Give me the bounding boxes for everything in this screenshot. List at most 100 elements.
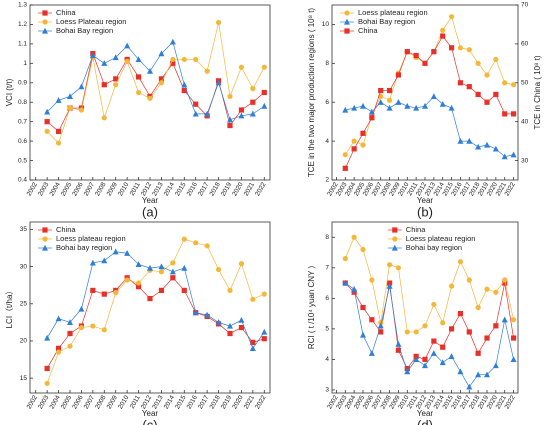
marker xyxy=(413,52,419,59)
marker xyxy=(193,240,199,246)
series-line xyxy=(344,236,514,333)
marker xyxy=(475,60,481,66)
marker xyxy=(431,49,437,55)
marker xyxy=(135,261,142,267)
marker xyxy=(422,60,428,66)
y2-tick-label: 50 xyxy=(521,79,529,86)
legend-label: China xyxy=(56,8,76,17)
marker xyxy=(440,320,446,326)
x-tick-label: 2022 xyxy=(254,181,267,197)
marker xyxy=(227,116,233,123)
series-line xyxy=(46,22,265,144)
series-line xyxy=(46,251,265,350)
marker xyxy=(135,74,142,80)
marker xyxy=(67,105,73,111)
marker xyxy=(422,356,428,363)
series-line xyxy=(46,41,265,121)
marker xyxy=(422,323,428,329)
marker xyxy=(395,347,402,353)
marker xyxy=(351,289,357,295)
legend-label: Loess plateau region xyxy=(406,234,476,243)
marker xyxy=(502,277,508,283)
marker xyxy=(386,282,393,289)
y-axis-label: VCI (t/t) xyxy=(5,78,14,106)
marker xyxy=(67,330,73,337)
marker xyxy=(67,319,73,325)
marker xyxy=(227,330,233,337)
y-tick-label: 4 xyxy=(325,356,329,363)
marker xyxy=(378,87,384,94)
marker xyxy=(395,265,402,271)
marker xyxy=(124,250,131,256)
marker xyxy=(169,38,176,45)
marker xyxy=(484,99,490,105)
marker xyxy=(44,108,51,115)
marker xyxy=(475,91,481,98)
marker xyxy=(475,350,481,356)
marker xyxy=(475,371,482,378)
marker xyxy=(502,280,508,286)
marker xyxy=(351,285,358,292)
marker xyxy=(430,93,437,99)
y-tick-label: 0.4 xyxy=(18,177,27,184)
marker xyxy=(158,76,165,82)
marker xyxy=(55,97,62,103)
marker xyxy=(342,256,348,262)
y-tick-label: 7 xyxy=(325,265,329,272)
marker xyxy=(493,56,499,63)
y-tick-label: 2 xyxy=(325,177,329,184)
legend-marker xyxy=(344,18,350,25)
marker xyxy=(466,383,473,390)
marker xyxy=(404,102,411,109)
marker xyxy=(395,340,402,347)
marker xyxy=(101,327,107,333)
marker xyxy=(395,72,402,78)
marker xyxy=(439,359,446,366)
marker xyxy=(351,138,357,144)
legend-marker xyxy=(392,236,398,242)
legend-label: China xyxy=(56,225,76,234)
marker xyxy=(457,368,464,375)
y-tick-label: 15 xyxy=(20,375,28,382)
marker xyxy=(238,64,245,70)
marker xyxy=(147,264,153,271)
marker xyxy=(378,329,384,335)
marker xyxy=(238,261,245,267)
y-tick-label: 6 xyxy=(325,295,329,302)
marker xyxy=(404,49,410,55)
marker xyxy=(492,362,499,369)
panel-label: (c) xyxy=(142,417,157,425)
series-line xyxy=(345,95,514,158)
marker xyxy=(439,100,446,107)
marker xyxy=(249,110,256,117)
marker xyxy=(261,64,267,70)
marker xyxy=(448,14,455,20)
marker xyxy=(360,304,366,311)
marker xyxy=(181,264,188,271)
marker xyxy=(448,326,455,332)
marker xyxy=(510,82,517,88)
legend-marker xyxy=(42,244,48,251)
y-tick-label: 8 xyxy=(325,60,329,67)
marker xyxy=(502,80,508,86)
marker xyxy=(215,79,222,86)
y2-tick-label: 60 xyxy=(521,41,529,48)
marker xyxy=(457,259,464,265)
marker xyxy=(360,246,366,253)
marker xyxy=(227,93,233,99)
marker xyxy=(181,236,187,242)
marker xyxy=(181,81,188,88)
marker xyxy=(502,111,508,117)
marker xyxy=(510,111,517,117)
marker xyxy=(227,122,233,129)
legend-label: China xyxy=(406,225,426,234)
y-tick-label: 3 xyxy=(325,387,329,394)
marker xyxy=(484,141,490,148)
y-axis-label: TCE in the two major production regions … xyxy=(307,8,316,178)
marker xyxy=(249,345,256,351)
y-tick-label: 0.9 xyxy=(18,79,27,86)
marker xyxy=(78,324,85,331)
marker xyxy=(44,380,50,386)
legend-label: China xyxy=(358,26,378,35)
x-axis-label: Year xyxy=(142,409,159,418)
